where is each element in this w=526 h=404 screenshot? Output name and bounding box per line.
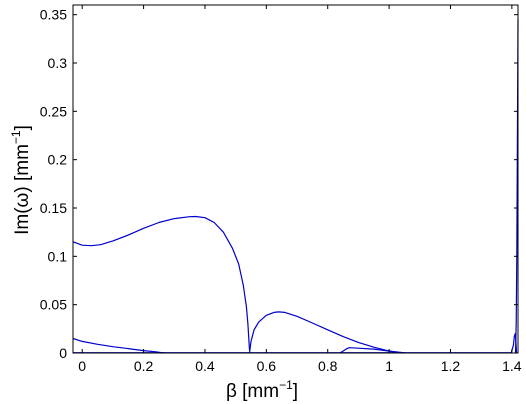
plot-frame [72,4,519,354]
x-tick-label: 0.4 [195,358,215,374]
x-tick-label: 0.6 [257,358,277,374]
x-tick-label: 1.2 [441,358,461,374]
x-tick-label: 1 [385,358,393,374]
x-tick-label: 0 [78,358,86,374]
series-line-2 [248,311,405,354]
y-tick-label: 0.2 [48,152,68,168]
tick-layer: 0 0.2 0.4 0.6 0.8 1 1.2 1.4 0 0.05 0.1 0.15 0.2 0.25 0… [40,5,522,374]
x-tick-label: 0.2 [134,358,154,374]
x-axis-title: β [mm−1] [226,378,298,402]
y-tick-label: 0.1 [48,248,68,264]
y-tick-label: 0.35 [40,7,67,23]
y-axis-title: Im(ω) [mm−1] [9,125,33,235]
y-tick-label: 0.05 [40,297,67,313]
y-tick-label: 0.15 [40,200,67,216]
x-tick-label: 1.4 [502,358,522,374]
y-tick-label: 0.25 [40,103,67,119]
y-tick-label: 0 [59,345,67,361]
y-tick-label: 0.3 [48,55,68,71]
series-line-1 [72,215,251,351]
x-tick-label: 0.8 [318,358,338,374]
